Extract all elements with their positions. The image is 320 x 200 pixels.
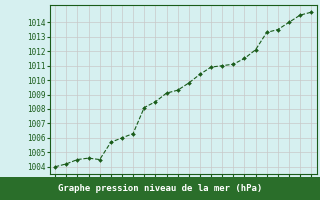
Text: Graphe pression niveau de la mer (hPa): Graphe pression niveau de la mer (hPa) [58, 184, 262, 193]
